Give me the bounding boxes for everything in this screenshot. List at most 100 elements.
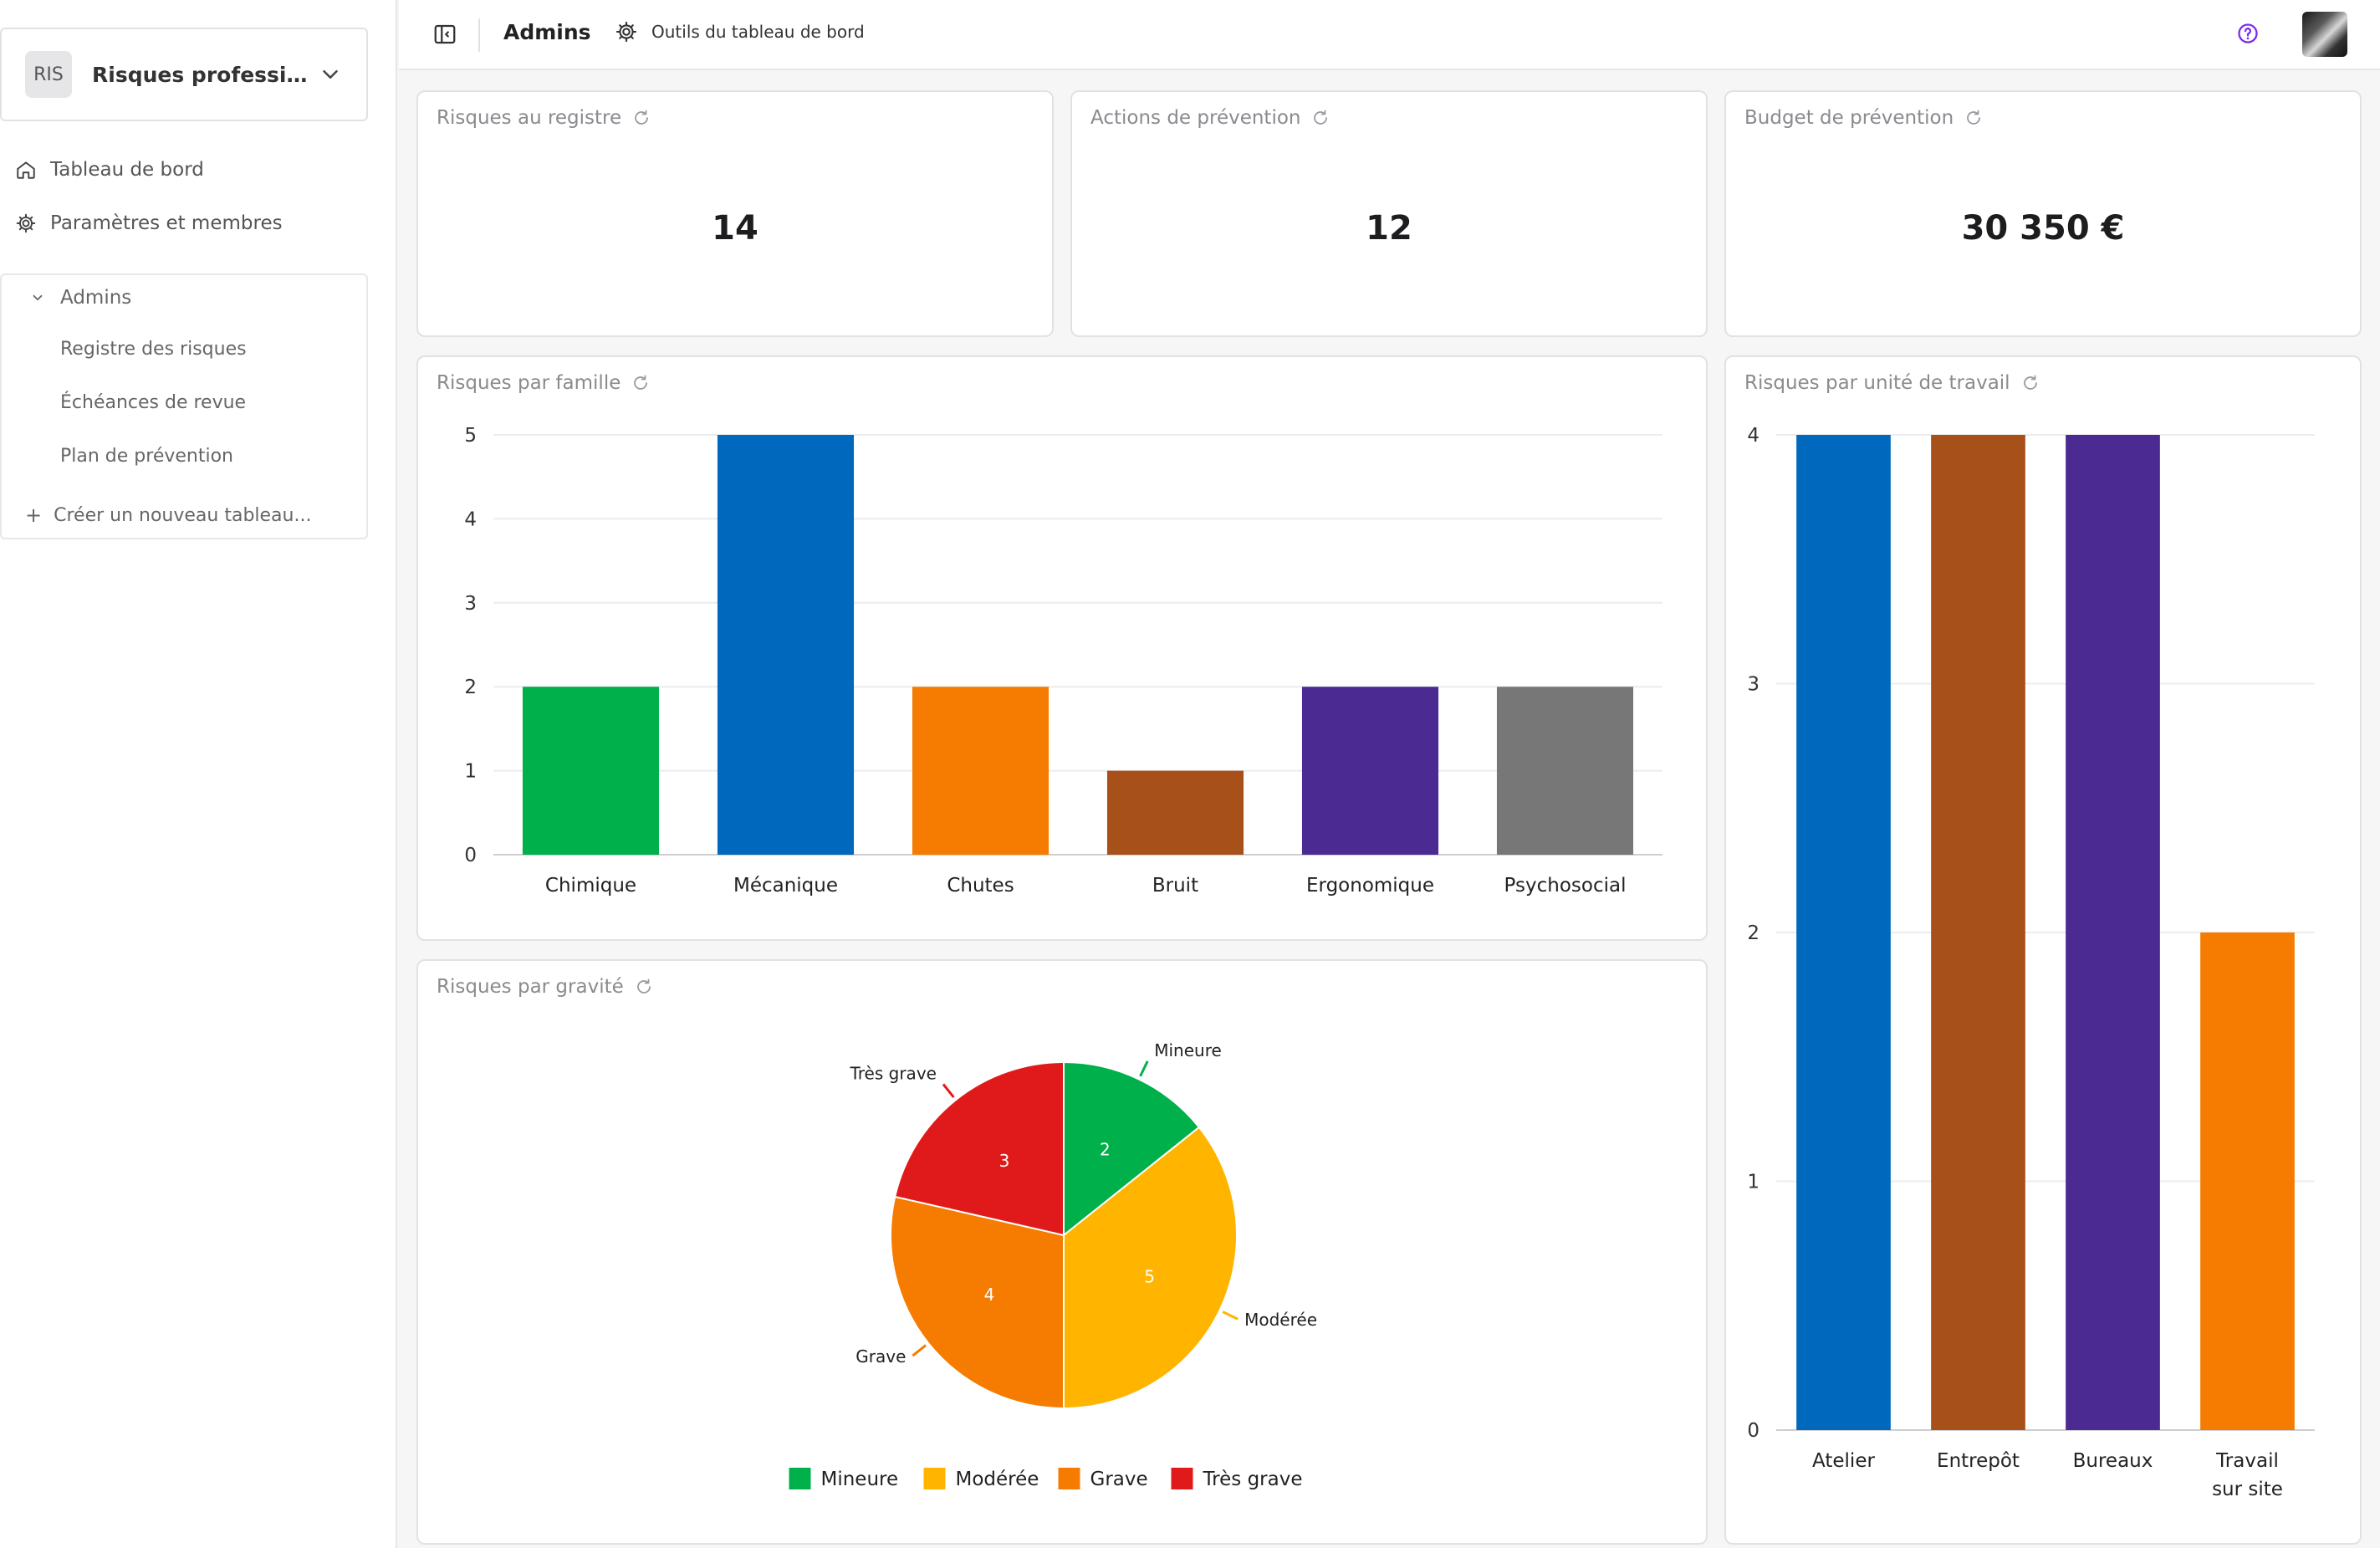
- y-tick-label: 3: [464, 593, 477, 615]
- slice-value-label: 3: [999, 1151, 1010, 1171]
- y-tick-label: 2: [464, 677, 477, 698]
- y-tick-label: 3: [1747, 674, 1759, 696]
- y-tick-label: 1: [464, 761, 477, 783]
- card-title: Budget de prévention: [1744, 107, 1984, 129]
- kpi-value: 14: [712, 209, 758, 248]
- sidebar-group-admins: Admins Registre des risques Échéances de…: [0, 273, 368, 539]
- group-toggle[interactable]: Admins: [30, 287, 131, 309]
- kpi-card-risques: Risques au registre 14: [416, 90, 1054, 337]
- kpi-value: 12: [1366, 209, 1412, 248]
- sidebar: RIS Risques professionne... Tableau de b…: [0, 0, 397, 1548]
- workspace-switcher[interactable]: RIS Risques professionne...: [0, 28, 368, 121]
- bar-chart-famille: 0 1 2 3 4 5 Chimique Mécanique Chutes Bruit Ergono…: [464, 425, 1662, 897]
- y-tick-label: 4: [464, 508, 477, 530]
- pie-slice[interactable]: [1063, 1126, 1238, 1410]
- slice-category-label: Modérée: [1244, 1310, 1317, 1330]
- card-title: Risques par gravité: [437, 976, 654, 998]
- kpi-card-budget: Budget de prévention 30 350 €: [1724, 90, 2362, 337]
- bar[interactable]: [1496, 687, 1634, 855]
- bar[interactable]: [717, 435, 855, 855]
- sidebar-item-label: Paramètres et membres: [50, 212, 283, 234]
- header-divider: [478, 18, 480, 52]
- avatar[interactable]: [2302, 12, 2347, 57]
- x-tick-label: Chutes: [947, 875, 1014, 897]
- bar[interactable]: [1106, 770, 1244, 855]
- y-tick-label: 0: [1747, 1420, 1759, 1442]
- refresh-icon[interactable]: [2020, 373, 2040, 393]
- bar[interactable]: [2200, 932, 2295, 1430]
- dashboard-tools-button[interactable]: Outils du tableau de bord: [615, 20, 865, 43]
- sidebar-item-settings[interactable]: Paramètres et membres: [15, 207, 283, 240]
- legend-swatch: [923, 1468, 946, 1489]
- slice-value-label: 5: [1144, 1266, 1155, 1286]
- top-bar: Admins Outils du tableau de bord: [399, 0, 2380, 70]
- slice-category-label: Mineure: [1154, 1040, 1222, 1060]
- card-title: Risques par famille: [437, 372, 651, 394]
- home-icon: [17, 161, 35, 179]
- leader-line: [942, 1083, 955, 1098]
- legend-label[interactable]: Grave: [1090, 1469, 1148, 1490]
- y-tick-label: 0: [464, 845, 477, 866]
- sidebar-link-plan[interactable]: Plan de prévention: [60, 446, 233, 467]
- leader-line: [912, 1344, 927, 1357]
- gear-icon: [615, 21, 637, 43]
- pie-slice[interactable]: [1063, 1060, 1201, 1238]
- legend-swatch: [1058, 1468, 1080, 1489]
- sidebar-item-dashboard[interactable]: Tableau de bord: [15, 153, 204, 186]
- refresh-icon[interactable]: [634, 977, 654, 997]
- legend-swatch: [1171, 1468, 1193, 1489]
- x-tick-label: Psychosocial: [1504, 875, 1627, 897]
- card-title: Risques au registre: [437, 107, 651, 129]
- x-tick-label: Travail: [2215, 1450, 2279, 1472]
- kpi-value: 30 350 €: [1961, 209, 2125, 248]
- y-tick-label: 5: [464, 425, 477, 447]
- y-tick-label: 2: [1747, 922, 1759, 944]
- plus-icon: +: [25, 503, 43, 527]
- chart-card-unite: Risques par unité de travail 0 1 2 3 4 Atelie…: [1724, 355, 2362, 1545]
- leader-line: [1139, 1060, 1149, 1077]
- bar[interactable]: [1931, 435, 2025, 1430]
- kpi-card-actions: Actions de prévention 12: [1070, 90, 1708, 337]
- group-label: Admins: [60, 287, 132, 309]
- slice-value-label: 2: [1100, 1139, 1111, 1159]
- workspace-badge: RIS: [25, 51, 72, 98]
- x-tick-label: Bureaux: [2073, 1450, 2153, 1472]
- bar[interactable]: [1796, 435, 1891, 1430]
- sidebar-collapse-icon[interactable]: [432, 22, 457, 47]
- refresh-icon[interactable]: [631, 108, 651, 128]
- dashboard-tools-label: Outils du tableau de bord: [651, 22, 865, 42]
- pie-slice[interactable]: [893, 1060, 1065, 1237]
- x-tick-label: Ergonomique: [1306, 875, 1434, 897]
- slice-category-label: Très grave: [850, 1063, 937, 1083]
- card-title: Actions de prévention: [1090, 107, 1330, 129]
- bar[interactable]: [912, 687, 1050, 855]
- bar[interactable]: [1301, 687, 1439, 855]
- x-tick-label: Chimique: [545, 875, 636, 897]
- x-tick-label: Entrepôt: [1937, 1450, 2020, 1472]
- refresh-icon[interactable]: [1310, 108, 1330, 128]
- slice-value-label: 4: [984, 1285, 995, 1305]
- refresh-icon[interactable]: [1964, 108, 1984, 128]
- create-dashboard-label: Créer un nouveau tableau...: [54, 504, 312, 526]
- legend-label[interactable]: Très grave: [1203, 1469, 1303, 1490]
- legend-label[interactable]: Mineure: [821, 1469, 899, 1490]
- chevron-down-icon: [323, 70, 338, 79]
- x-tick-label: sur site: [2212, 1479, 2283, 1500]
- pie-slice[interactable]: [890, 1195, 1065, 1410]
- bar-chart-unite: 0 1 2 3 4 Atelier Entrepôt Bureaux Travail sur si…: [1747, 425, 2315, 1500]
- card-title-text: Risques au registre: [437, 107, 622, 129]
- legend-label[interactable]: Modérée: [956, 1469, 1039, 1490]
- refresh-icon[interactable]: [631, 373, 651, 393]
- create-dashboard-button[interactable]: + Créer un nouveau tableau...: [25, 503, 311, 527]
- card-title-text: Risques par famille: [437, 372, 621, 394]
- card-title-text: Risques par gravité: [437, 976, 624, 998]
- sidebar-link-echeances[interactable]: Échéances de revue: [60, 392, 247, 413]
- sidebar-link-registre[interactable]: Registre des risques: [60, 339, 247, 360]
- bar[interactable]: [2066, 435, 2160, 1430]
- leader-line: [1222, 1310, 1239, 1321]
- y-tick-label: 4: [1747, 425, 1759, 447]
- help-icon[interactable]: [2236, 22, 2260, 45]
- card-title-text: Budget de prévention: [1744, 107, 1954, 129]
- y-tick-label: 1: [1747, 1172, 1759, 1193]
- bar[interactable]: [522, 687, 660, 855]
